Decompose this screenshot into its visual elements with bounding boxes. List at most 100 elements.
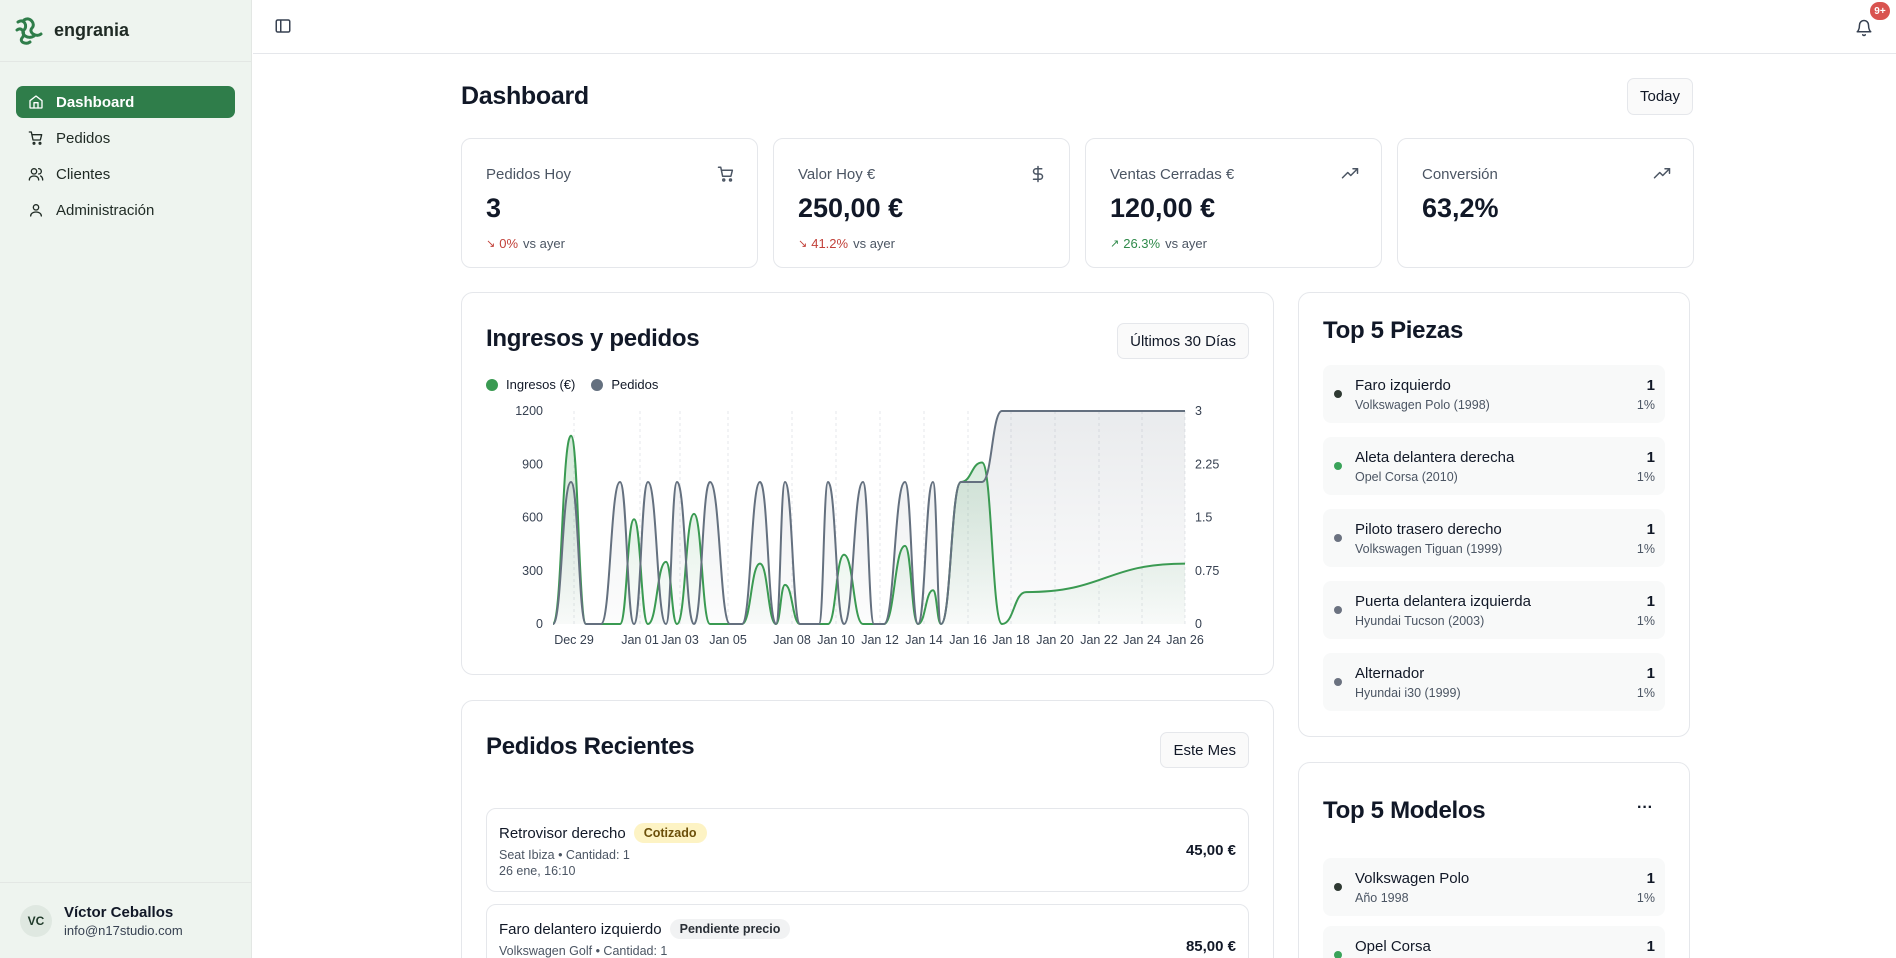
y-right-tick-label: 1.5 [1195,511,1212,525]
item-count: 1 [1646,665,1655,682]
notifications-button[interactable] [1852,15,1876,39]
list-item[interactable]: Opel Corsa 1 [1323,926,1665,958]
sidebar-item-pedidos[interactable]: Pedidos [16,122,235,154]
order-sub: Seat Ibiza • Cantidad: 1 [499,848,630,862]
arrow-up-right-icon: ↗ [1110,238,1120,250]
date-range-button[interactable]: Today [1627,78,1694,115]
pedidos-area [553,411,1185,624]
sidebar-item-dashboard[interactable]: Dashboard [16,86,235,118]
sidebar-item-label: Clientes [56,165,111,183]
arrow-down-right-icon: ↘ [798,238,808,250]
stat-delta: ↗ 26.3% vs ayer [1110,236,1207,251]
item-sub: Opel Corsa (2010) [1355,470,1458,484]
item-sub: Hyundai i30 (1999) [1355,686,1461,700]
stat-card-pedidos-hoy: Pedidos Hoy 3 ↘ 0% vs ayer [461,138,758,268]
x-tick-label: Jan 05 [709,633,747,647]
order-sub: Volkswagen Golf • Cantidad: 1 [499,944,668,958]
user-icon [30,204,42,217]
list-item[interactable]: Volkswagen Polo Año 1998 1 1% [1323,858,1665,916]
item-pct: 1% [1636,398,1655,412]
stat-card-conversion: Conversión 63,2% [1397,138,1694,268]
engrania-logo-icon [15,17,43,45]
item-count: 1 [1646,449,1655,466]
x-tick-label: Jan 18 [992,633,1030,647]
item-name: Volkswagen Polo [1355,870,1470,887]
stat-delta-value: 0% [499,236,519,251]
stat-label: Ventas Cerradas € [1110,166,1235,183]
chart-card-title: Ingresos y pedidos [486,325,700,352]
list-item[interactable]: Faro izquierdo Volkswagen Polo (1998) 1 … [1323,365,1665,423]
sidebar-item-label: Pedidos [56,129,111,147]
stat-value: 250,00 € [798,193,904,223]
item-sub: Año 1998 [1355,891,1409,905]
x-tick-label: Jan 10 [817,633,855,647]
user-name: Víctor Ceballos [64,903,174,921]
status-badge: Cotizado [633,823,707,843]
legend-item-ingresos[interactable]: Ingresos (€) [486,377,575,392]
order-price: 85,00 € [1185,938,1236,955]
chart-range-button[interactable]: Últimos 30 Días [1117,323,1249,359]
top-models-card: Top 5 Modelos ··· Volkswagen Polo Año 19… [1298,762,1690,958]
sidebar-toggle-button[interactable] [272,15,294,37]
sidebar-toggle-icon [275,19,291,33]
x-tick-label: Jan 01 [621,633,659,647]
item-pct: 1% [1636,891,1655,905]
item-pct: 1% [1636,470,1655,484]
list-item[interactable]: Piloto trasero derecho Volkswagen Tiguan… [1323,509,1665,567]
cart-icon [717,166,734,182]
brand-name: engrania [54,20,130,40]
item-dot [1334,462,1342,470]
stat-value: 63,2% [1422,193,1499,223]
dollar-icon [1032,165,1044,183]
stat-delta-value: 41.2% [811,236,849,251]
item-name: Faro izquierdo [1355,377,1451,394]
sidebar-item-label: Dashboard [56,93,135,111]
pedidos-line [552,410,1185,626]
item-dot [1334,534,1342,542]
recent-orders-range-button[interactable]: Este Mes [1160,732,1249,768]
sidebar-item-clientes[interactable]: Clientes [16,158,235,190]
stat-delta-suffix: vs ayer [1165,236,1207,251]
order-row[interactable]: Retrovisor derecho Cotizado Seat Ibiza •… [486,808,1249,892]
stat-delta-suffix: vs ayer [853,236,895,251]
avatar: VC [20,904,52,937]
stat-delta-suffix: vs ayer [523,236,565,251]
item-pct: 1% [1636,542,1655,556]
order-row[interactable]: Faro delantero izquierdo Pendiente preci… [486,904,1249,958]
chart-legend: Ingresos (€) Pedidos [486,377,674,392]
sidebar-item-label: Administración [56,201,155,219]
brand[interactable]: engrania [0,0,251,62]
cart-icon [28,131,43,145]
arrow-down-right-icon: ↘ [486,238,496,250]
x-tick-label: Jan 03 [661,633,699,647]
legend-item-pedidos[interactable]: Pedidos [591,377,658,392]
bell-icon [1856,19,1872,37]
item-count: 1 [1646,593,1655,610]
x-tick-label: Jan 16 [949,633,987,647]
legend-swatch [591,378,604,391]
stat-card-ventas-cerradas: Ventas Cerradas € 120,00 € ↗ 26.3% vs ay… [1085,138,1382,268]
y-right-tick-label: 3 [1195,404,1202,418]
sidebar-item-administracion[interactable]: Administración [16,194,235,226]
list-item[interactable]: Puerta delantera izquierda Hyundai Tucso… [1323,581,1665,639]
order-name: Retrovisor derecho [499,824,626,842]
list-item[interactable]: Aleta delantera derecha Opel Corsa (2010… [1323,437,1665,495]
order-name: Faro delantero izquierdo [499,920,662,938]
list-item[interactable]: Alternador Hyundai i30 (1999) 1 1% [1323,653,1665,711]
item-name: Aleta delantera derecha [1355,449,1515,466]
y-left-tick-label: 900 [522,457,543,471]
top-pieces-card: Top 5 Piezas Faro izquierdo Volkswagen P… [1298,292,1690,737]
y-right-tick-label: 2.25 [1195,457,1219,471]
order-price: 45,00 € [1185,842,1236,859]
x-tick-label: Jan 26 [1166,633,1204,647]
y-left-tick-label: 0 [536,617,543,631]
legend-label: Pedidos [611,377,659,392]
stat-value: 3 [486,193,502,223]
user-profile[interactable]: VC Víctor Ceballos info@n17studio.com [0,882,252,958]
x-tick-label: Jan 08 [773,633,811,647]
home-icon [29,95,43,109]
item-pct: 1% [1636,614,1655,628]
more-options-icon[interactable]: ··· [1637,799,1653,816]
item-dot [1334,390,1342,398]
ingresos-area [553,435,1185,624]
